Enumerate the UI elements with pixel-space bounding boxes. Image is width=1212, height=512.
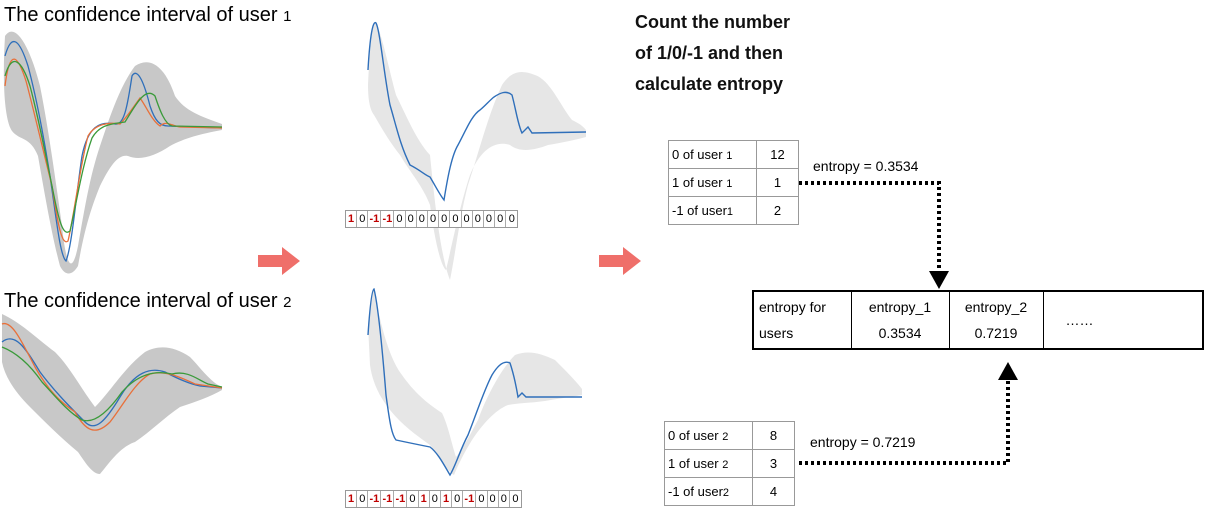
user2-title: The confidence interval of user 2 [4, 290, 291, 313]
count-label: -1 of user2 [664, 477, 753, 506]
count-value: 1 [756, 168, 799, 197]
code-cell: 0 [484, 211, 496, 227]
table-row: -1 of user1 2 [668, 196, 799, 225]
count-value: 2 [756, 196, 799, 225]
user2-single-curve-plot [367, 287, 582, 477]
user2-curve-blue [1, 338, 223, 427]
entropy-header-line-1: entropy for [759, 299, 826, 315]
flow-arrow-left [258, 247, 300, 275]
code-cell: 1 [419, 491, 430, 507]
method-heading: Count the number of 1/0/-1 and then calc… [635, 7, 790, 100]
method-heading-line-1: Count the number [635, 12, 790, 32]
table-row: 1 of user 1 1 [668, 168, 799, 197]
user1-count-table: 0 of user 1 12 1 of user 1 1 -1 of user1… [668, 140, 799, 225]
code-cell: -1 [381, 211, 395, 227]
code-cell: 0 [512, 493, 519, 505]
code-cell: -1 [381, 491, 395, 507]
code-cell: 0 [394, 211, 406, 227]
method-heading-line-2: of 1/0/-1 and then [635, 43, 784, 63]
code-cell: 0 [462, 211, 473, 227]
entropy-col-1-value: 0.3534 [878, 325, 922, 341]
code-cell: 1 [346, 491, 358, 507]
entropy-ellipsis-cell: …… [1042, 290, 1204, 350]
flow-arrow-right [599, 247, 641, 275]
method-heading-line-3: calculate entropy [635, 74, 784, 94]
code-cell: -1 [463, 491, 477, 507]
code-cell: 0 [407, 491, 419, 507]
code-cell: 0 [357, 211, 369, 227]
count-label: 0 of user 2 [664, 421, 753, 450]
entropy-col-1: entropy_1 0.3534 [850, 290, 950, 350]
code-cell: 0 [508, 213, 515, 225]
user2-title-num: 2 [283, 294, 292, 311]
table-row: entropy for users entropy_1 0.3534 entro… [752, 290, 1204, 350]
entropy-col-2-value: 0.7219 [974, 325, 1018, 341]
entropy-col-1-name: entropy_1 [868, 299, 932, 315]
user1-code-strip: 1 0 -1 -1 0 0 0 0 0 0 0 0 0 0 0 [345, 210, 519, 228]
code-cell: 0 [428, 211, 440, 227]
entropy-header-cell: entropy for users [752, 290, 852, 350]
code-cell: -1 [368, 491, 382, 507]
user1-entropy-connector [799, 181, 949, 289]
count-label: 0 of user 1 [668, 140, 757, 169]
table-row: -1 of user2 4 [664, 477, 795, 506]
user1-title: The confidence interval of user 1 [4, 4, 291, 27]
user2-curve-green [1, 346, 223, 422]
code-cell: 1 [346, 211, 358, 227]
user1-curve-green [4, 61, 223, 233]
table-row: 0 of user 2 8 [664, 421, 795, 450]
user2-count-table: 0 of user 2 8 1 of user 2 3 -1 of user2 … [664, 421, 795, 506]
code-cell: 0 [495, 211, 507, 227]
code-cell: 0 [417, 211, 428, 227]
count-value: 12 [756, 140, 799, 169]
user1-entropy-label: entropy = 0.3534 [813, 158, 919, 174]
count-label: 1 of user 2 [664, 449, 753, 478]
code-cell: -1 [368, 211, 382, 227]
table-row: 0 of user 1 12 [668, 140, 799, 169]
code-cell: 0 [430, 491, 441, 507]
user2-multicurve-plot [1, 314, 223, 474]
entropy-ellipsis: …… [1065, 312, 1094, 328]
user2-title-text: The confidence interval of user [4, 290, 278, 312]
user1-single-curve-plot [367, 22, 587, 280]
code-cell: 0 [452, 491, 464, 507]
code-cell: 1 [441, 491, 453, 507]
count-label: 1 of user 1 [668, 168, 757, 197]
count-value: 8 [752, 421, 795, 450]
entropy-col-2: entropy_2 0.7219 [948, 290, 1044, 350]
user2-entropy-connector [799, 362, 1018, 465]
table-row: 1 of user 2 3 [664, 449, 795, 478]
user1-single-curve [367, 22, 587, 202]
user1-curve-orange [4, 58, 223, 243]
entropy-col-2-name: entropy_2 [964, 299, 1028, 315]
entropy-summary-table: entropy for users entropy_1 0.3534 entro… [752, 290, 1204, 350]
user2-entropy-label: entropy = 0.7219 [810, 434, 916, 450]
code-cell: 0 [357, 491, 369, 507]
user2-code-strip: 1 0 -1 -1 -1 0 1 0 1 0 -1 0 0 0 0 [345, 490, 523, 508]
user2-single-band [368, 289, 582, 475]
user1-title-text: The confidence interval of user [4, 4, 278, 26]
user1-title-num: 1 [283, 8, 292, 25]
count-value: 3 [752, 449, 795, 478]
count-value: 4 [752, 477, 795, 506]
count-label: -1 of user1 [668, 196, 757, 225]
code-cell: 0 [488, 491, 499, 507]
code-cell: -1 [394, 491, 408, 507]
user1-multicurve-plot [3, 31, 223, 274]
user2-confidence-band [2, 314, 222, 474]
code-cell: 0 [406, 211, 417, 227]
code-cell: 0 [473, 211, 484, 227]
user2-single-curve [367, 287, 582, 477]
user1-confidence-band [3, 31, 223, 274]
entropy-header-line-2: users [759, 325, 794, 341]
code-cell: 0 [450, 211, 462, 227]
code-cell: 0 [476, 491, 488, 507]
user1-single-band [368, 23, 586, 280]
code-cell: 0 [499, 491, 510, 507]
code-cell: 0 [439, 211, 451, 227]
